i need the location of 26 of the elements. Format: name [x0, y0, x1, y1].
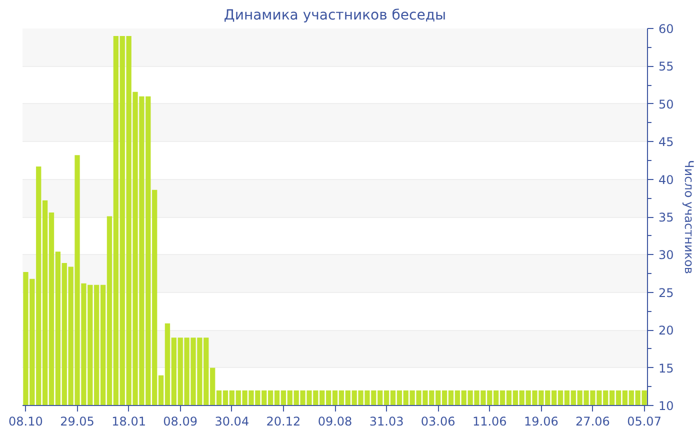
y-tick-label: 45 [658, 135, 674, 150]
x-tick-label: 18.01 [112, 414, 146, 428]
y-tick-label: 40 [658, 172, 674, 187]
x-tick-label: 05.07 [627, 414, 662, 428]
x-tick-label: 27.06 [576, 414, 610, 428]
x-tick-label: 30.04 [214, 414, 250, 428]
x-tick-label: 29.05 [60, 414, 94, 428]
x-tick-label: 09.08 [318, 414, 352, 428]
x-tick-label: 19.06 [524, 414, 558, 428]
x-tick-label: 20.12 [266, 414, 301, 428]
y-tick-label: 15 [658, 361, 674, 376]
x-tick-label: 31.03 [369, 414, 404, 428]
y-tick-label: 10 [658, 399, 674, 413]
x-tick-label: 03.06 [420, 414, 456, 428]
chart-title: Динамика участников беседы [224, 8, 446, 24]
y-tick-label: 55 [658, 60, 674, 74]
y-tick-label: 25 [658, 286, 674, 300]
y-axis-title: Число участников [682, 160, 696, 274]
y-tick-label: 35 [658, 210, 674, 224]
x-tick-label: 08.10 [8, 414, 43, 428]
y-tick-label: 60 [658, 22, 674, 36]
y-tick-label: 20 [658, 324, 674, 338]
y-tick-label: 30 [658, 248, 674, 262]
y-tick-label: 50 [658, 97, 674, 112]
x-tick-label: 11.06 [472, 414, 507, 428]
x-tick-label: 08.09 [163, 414, 198, 428]
